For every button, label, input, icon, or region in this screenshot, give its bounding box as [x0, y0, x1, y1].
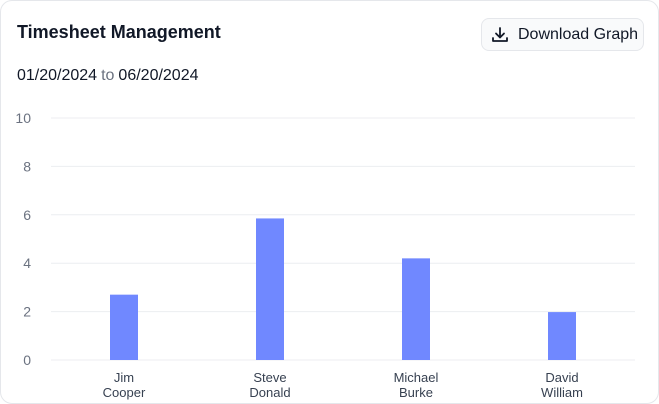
bar-0 [110, 294, 138, 360]
date-range: 01/20/2024 to 06/20/2024 [17, 67, 199, 85]
download-graph-button[interactable]: Download Graph [481, 18, 644, 51]
date-range-separator: to [101, 67, 115, 84]
x-tick-label-line: William [541, 385, 583, 400]
y-tick-label-4: 4 [23, 255, 31, 271]
x-tick-label-3: David William [541, 370, 583, 400]
x-tick-label-0: Jim Cooper [103, 370, 146, 400]
x-tick-label-line: Burke [399, 385, 433, 400]
bar-3 [548, 312, 576, 360]
y-tick-label-0: 0 [23, 352, 31, 368]
x-tick-label-1: Steve Donald [249, 370, 290, 400]
x-tick-label-line: Jim [114, 370, 134, 385]
y-tick-label-8: 8 [23, 158, 31, 174]
download-graph-label: Download Graph [518, 25, 639, 43]
x-tick-label-line: David [545, 370, 578, 385]
y-tick-label-6: 6 [23, 207, 31, 223]
y-tick-label-2: 2 [23, 304, 31, 320]
bar-2 [402, 258, 430, 360]
bar-1 [256, 218, 284, 360]
y-tick-label-10: 10 [15, 110, 31, 126]
download-icon [490, 25, 510, 45]
x-tick-label-line: Cooper [103, 385, 146, 400]
x-tick-label-line: Donald [249, 385, 290, 400]
x-tick-label-line: Michael [394, 370, 439, 385]
date-range-end: 06/20/2024 [118, 67, 199, 84]
x-tick-label-line: Steve [253, 370, 286, 385]
date-range-start: 01/20/2024 [17, 67, 98, 84]
page-title: Timesheet Management [17, 22, 221, 42]
x-tick-label-2: Michael Burke [394, 370, 439, 400]
timesheet-bar-chart: 0 2 4 6 8 10 Jim Cooper Steve Donald Michael Burke D… [15, 110, 635, 400]
